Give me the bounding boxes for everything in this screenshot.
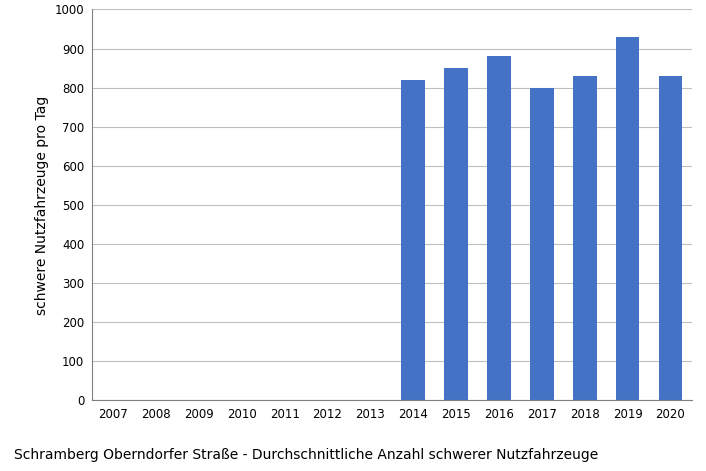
Bar: [487, 57, 510, 400]
Bar: [616, 37, 640, 400]
Bar: [530, 88, 554, 400]
Bar: [444, 68, 468, 400]
Bar: [573, 76, 597, 400]
Bar: [659, 76, 682, 400]
Y-axis label: schwere Nutzfahrzeuge pro Tag: schwere Nutzfahrzeuge pro Tag: [35, 95, 49, 315]
Text: Schramberg Oberndorfer Straße - Durchschnittliche Anzahl schwerer Nutzfahrzeuge: Schramberg Oberndorfer Straße - Durchsch…: [14, 447, 599, 462]
Bar: [402, 80, 425, 400]
